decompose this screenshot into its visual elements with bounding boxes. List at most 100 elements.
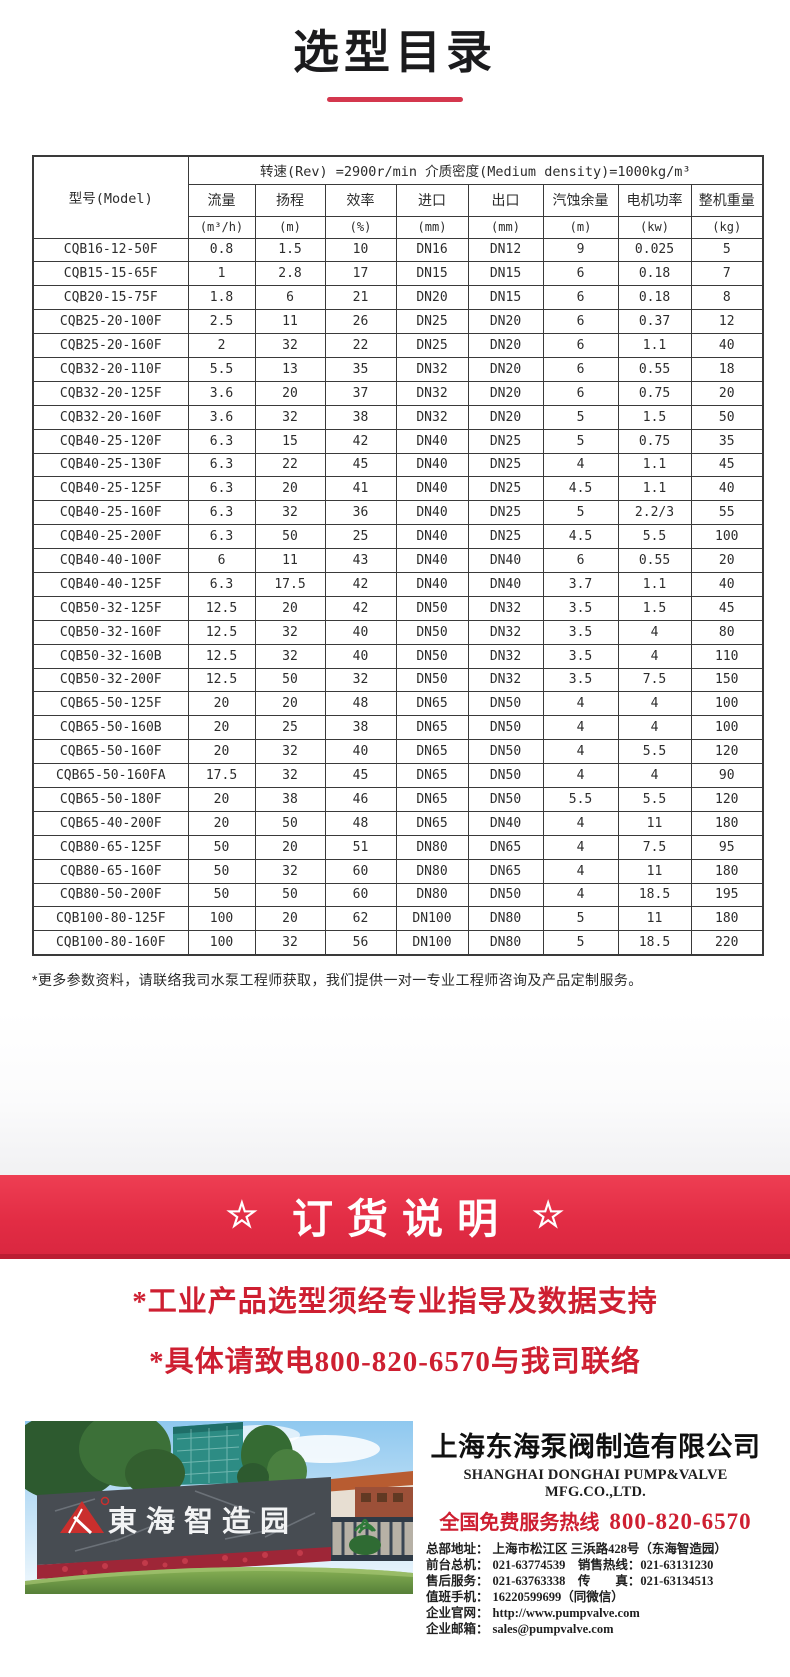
value-cell: DN20 (467, 356, 544, 382)
value-cell: 100 (690, 715, 764, 741)
column-unit: (kg) (690, 215, 764, 239)
value-cell: DN65 (467, 834, 544, 860)
value-cell: 50 (187, 882, 256, 908)
value-cell: 0.8 (187, 237, 256, 263)
value-cell: 2.2/3 (617, 500, 692, 526)
value-cell: 11 (254, 309, 326, 335)
value-cell: DN32 (395, 380, 469, 406)
value-cell: DN16 (395, 237, 469, 263)
value-cell: DN40 (467, 571, 544, 597)
model-cell: CQB100-80-125F (32, 906, 189, 932)
value-cell: DN100 (395, 906, 469, 932)
value-cell: DN40 (467, 548, 544, 573)
value-cell: 180 (690, 810, 764, 836)
value-cell: 5 (542, 404, 619, 430)
value-cell: 55 (690, 500, 764, 526)
value-cell: 40 (690, 333, 764, 358)
table-row: CQB65-40-200F 20 50 48 DN65 DN40 4 11 180 (32, 810, 764, 836)
value-cell: 12.5 (187, 643, 256, 669)
value-cell: 32 (324, 667, 397, 693)
table-row: CQB16-12-50F 0.8 1.5 10 DN16 DN12 9 0.025 5 (32, 237, 764, 263)
model-cell: CQB40-25-130F (32, 452, 189, 478)
value-cell: DN40 (395, 548, 469, 573)
value-cell: 50 (690, 404, 764, 430)
value-cell: 5.5 (617, 786, 692, 812)
column-unit: (kw) (617, 215, 692, 239)
model-cell: CQB80-50-200F (32, 882, 189, 908)
model-cell: CQB65-50-160F (32, 739, 189, 765)
value-cell: 32 (254, 404, 326, 430)
company-logo-icon (60, 1496, 110, 1535)
value-cell: 4.5 (542, 524, 619, 550)
value-cell: 6 (542, 548, 619, 573)
value-cell: 6 (542, 380, 619, 406)
value-cell: 6.3 (187, 428, 256, 454)
value-cell: 220 (690, 930, 764, 956)
value-cell: 0.025 (617, 237, 692, 263)
value-cell: 18.5 (617, 930, 692, 956)
value-cell: 32 (254, 643, 326, 669)
value-cell: DN50 (467, 739, 544, 765)
page-title: 选型目录 (293, 26, 497, 78)
value-cell: DN65 (395, 739, 469, 765)
value-cell: 4 (617, 763, 692, 788)
model-cell: CQB15-15-65F (32, 261, 189, 287)
value-cell: 6 (542, 356, 619, 382)
value-cell: 5.5 (542, 786, 619, 812)
value-cell: 62 (324, 906, 397, 932)
value-cell: 48 (324, 810, 397, 836)
value-cell: 6 (542, 285, 619, 311)
value-cell: DN15 (467, 261, 544, 287)
value-cell: DN65 (395, 691, 469, 717)
value-cell: 20 (187, 691, 256, 717)
column-label: 整机重量 (690, 183, 764, 217)
value-cell: DN25 (467, 500, 544, 526)
value-cell: DN32 (395, 356, 469, 382)
value-cell: 180 (690, 906, 764, 932)
value-cell: DN50 (395, 667, 469, 693)
value-cell: 6 (542, 333, 619, 358)
model-cell: CQB40-40-100F (32, 548, 189, 573)
company-name-en: SHANGHAI DONGHAI PUMP&VALVE MFG.CO.,LTD. (463, 1467, 728, 1500)
table-row: CQB40-25-120F 6.3 15 42 DN40 DN25 5 0.75 35 (32, 428, 764, 454)
column-unit: (%) (324, 215, 397, 239)
value-cell: 22 (254, 452, 326, 478)
table-header-units: (m³/h) (m) (%) (mm) (mm) (m) (kw) (kg) (33, 215, 764, 239)
value-cell: 25 (254, 715, 326, 741)
column-unit: (m³/h) (187, 215, 256, 239)
website-url: http://www.pumpvalve.com (492, 1606, 640, 1620)
value-cell: DN50 (467, 786, 544, 812)
value-cell: 1 (187, 261, 256, 287)
value-cell: DN50 (467, 715, 544, 741)
value-cell: 1.1 (617, 571, 692, 597)
value-cell: 38 (254, 786, 326, 812)
value-cell: 6.3 (187, 452, 256, 478)
column-label: 电机功率 (617, 183, 692, 217)
value-cell: 50 (254, 810, 326, 836)
factory-photo: 東海智造园 (25, 1421, 413, 1594)
value-cell: DN50 (395, 643, 469, 669)
detail-website: 企业官网： http://www.pumpvalve.com (426, 1606, 640, 1620)
value-cell: 17.5 (187, 763, 256, 788)
value-cell: DN25 (395, 333, 469, 358)
value-cell: 0.18 (617, 261, 692, 287)
model-cell: CQB50-32-125F (32, 595, 189, 621)
model-cell: CQB50-32-200F (32, 667, 189, 693)
value-cell: 60 (324, 858, 397, 884)
value-cell: 5 (542, 930, 619, 956)
model-cell: CQB40-25-125F (32, 476, 189, 502)
value-cell: 36 (324, 500, 397, 526)
value-cell: 1.1 (617, 452, 692, 478)
value-cell: DN15 (467, 285, 544, 311)
table-row: CQB65-50-180F 20 38 46 DN65 DN50 5.5 5.5 120 (32, 786, 764, 812)
value-cell: 0.37 (617, 309, 692, 335)
value-cell: 20 (187, 715, 256, 741)
order-banner-title: 订货说明 (292, 1195, 512, 1242)
star-icon: ☆ (225, 1193, 258, 1235)
value-cell: 0.75 (617, 428, 692, 454)
value-cell: DN25 (467, 428, 544, 454)
value-cell: 1.1 (617, 476, 692, 502)
value-cell: 5 (542, 500, 619, 526)
value-cell: 3.6 (187, 404, 256, 430)
